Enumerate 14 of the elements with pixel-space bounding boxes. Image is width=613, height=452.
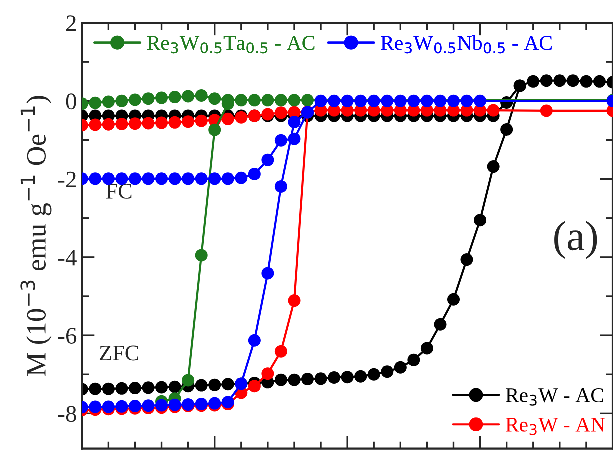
annotation: ZFC — [100, 346, 138, 361]
y-tick-label: -2 — [58, 172, 76, 188]
y-tick-label: -6 — [58, 328, 77, 344]
legend-label: Re$_{3}$W - AN — [506, 418, 606, 436]
legend-label: Re$_{3}$W$_{0.5}$Ta$_{0.5}$ - AC — [147, 36, 315, 54]
y-tick-label: 2 — [66, 16, 76, 32]
annotation: (a) — [554, 221, 598, 260]
y-tick-label: -4 — [58, 250, 77, 266]
y-axis-title: M (10$^{−3}$ emu g$^{−1}$ Oe$^{−1}$) — [20, 96, 52, 376]
legend-label: Re$_{3}$W - AC — [506, 388, 604, 406]
legend-label: Re$_{3}$W$_{0.5}$Nb$_{0.5}$ - AC — [381, 36, 552, 54]
y-tick-label: -8 — [58, 406, 76, 422]
y-tick-label: 0 — [66, 94, 76, 110]
annotation: FC — [106, 184, 132, 199]
